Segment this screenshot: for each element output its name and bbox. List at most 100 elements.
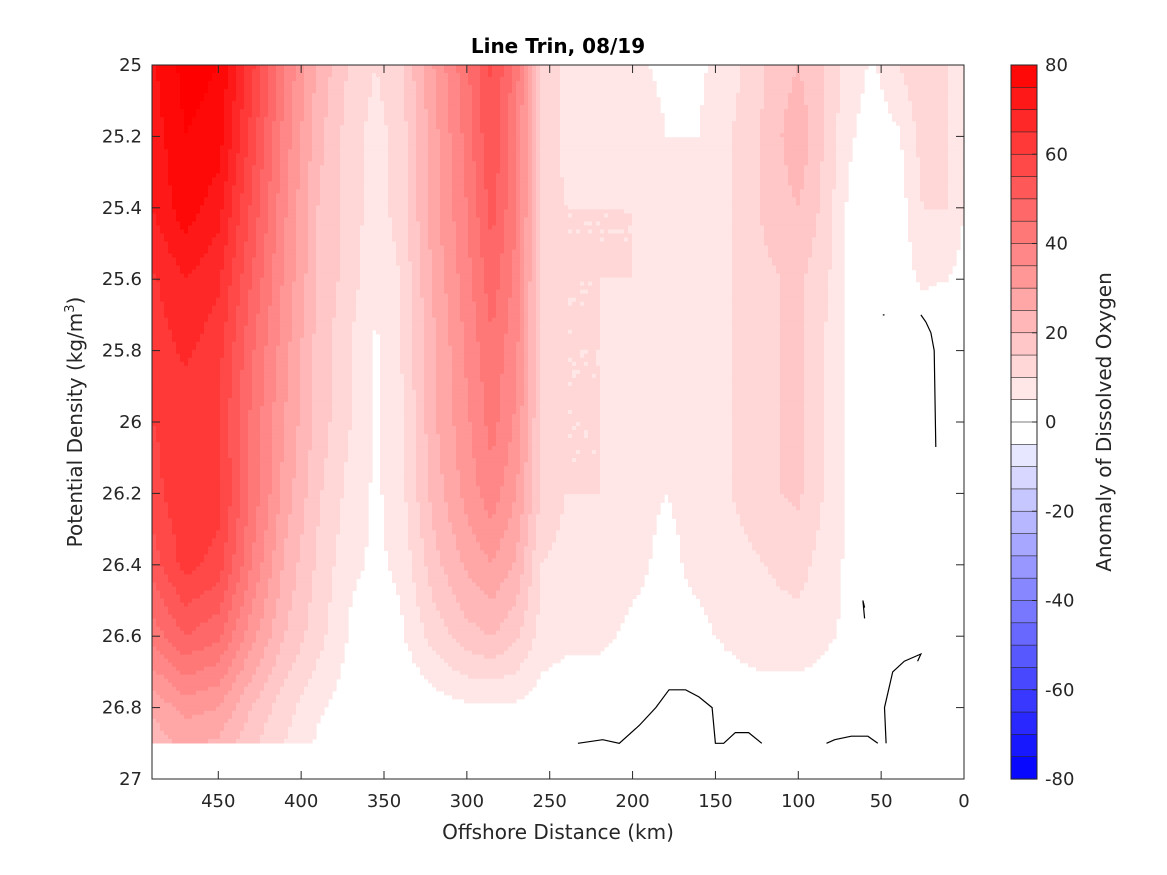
contour-cell xyxy=(860,81,865,86)
contour-cell xyxy=(944,73,949,78)
contour-cell xyxy=(888,73,893,78)
contour-cell xyxy=(284,69,289,74)
contour-cell xyxy=(704,89,709,94)
contour-cell xyxy=(572,85,577,90)
contour-cell xyxy=(516,69,521,74)
contour-cell xyxy=(736,73,741,78)
contour-cell xyxy=(344,77,349,82)
contour-cell xyxy=(428,69,433,74)
contour-cell xyxy=(372,81,377,86)
contour-cell xyxy=(168,65,173,70)
contour-cell xyxy=(620,81,625,86)
contour-cell xyxy=(416,89,421,94)
contour-cell xyxy=(208,65,213,70)
contour-cell xyxy=(740,81,745,86)
contour-cell xyxy=(564,73,569,78)
contour-cell xyxy=(860,73,865,78)
contour-cell xyxy=(836,65,841,70)
contour-cell xyxy=(252,89,257,94)
contour-cell xyxy=(440,65,445,70)
contour-cell xyxy=(428,73,433,78)
contour-cell xyxy=(552,85,557,90)
contour-cell xyxy=(288,65,293,70)
contour-cell xyxy=(464,85,469,90)
contour-cell xyxy=(432,89,437,94)
contour-cell xyxy=(452,77,457,82)
contour-cell xyxy=(352,81,357,86)
contour-cell xyxy=(832,81,837,86)
contour-cell xyxy=(424,73,429,78)
contour-cell xyxy=(876,69,881,74)
contour-cell xyxy=(776,65,781,70)
contour-cell xyxy=(272,89,277,94)
contour-cell xyxy=(332,65,337,70)
contour-cell xyxy=(724,73,729,78)
contour-cell xyxy=(548,65,553,70)
contour-cell xyxy=(188,81,193,86)
contour-cell xyxy=(468,69,473,74)
contour-cell xyxy=(208,73,213,78)
contour-cell xyxy=(736,85,741,90)
contour-cell xyxy=(720,81,725,86)
contour-cell xyxy=(248,73,253,78)
contour-cell xyxy=(520,65,525,70)
contour-cell xyxy=(328,77,333,82)
contour-cell xyxy=(504,65,509,70)
contour-cell xyxy=(360,69,365,74)
contour-cell xyxy=(276,81,281,86)
contour-cell xyxy=(748,65,753,70)
contour-cell xyxy=(524,69,529,74)
contour-cell xyxy=(416,73,421,78)
contour-cell xyxy=(268,89,273,94)
contour-cell xyxy=(200,85,205,90)
contour-cell xyxy=(492,85,497,90)
contour-cell xyxy=(920,73,925,78)
contour-cell xyxy=(816,85,821,90)
contour-cell xyxy=(604,77,609,82)
contour-cell xyxy=(548,69,553,74)
contour-cell xyxy=(412,89,417,94)
contour-cell xyxy=(276,69,281,74)
contour-cell xyxy=(480,81,485,86)
contour-cell xyxy=(780,69,785,74)
contour-cell xyxy=(272,65,277,70)
contour-cell xyxy=(324,81,329,86)
chart-title: Line Trin, 08/19 xyxy=(471,34,645,58)
contour-cell xyxy=(624,65,629,70)
contour-cell xyxy=(836,85,841,90)
contour-cell xyxy=(388,73,393,78)
contour-cell xyxy=(796,77,801,82)
contour-cell xyxy=(564,77,569,82)
contour-cell xyxy=(256,65,261,70)
contour-cell xyxy=(600,77,605,82)
contour-cell xyxy=(508,85,513,90)
contour-cell xyxy=(608,69,613,74)
contour-cell xyxy=(584,69,589,74)
contour-cell xyxy=(332,89,337,94)
contour-cell xyxy=(892,85,897,90)
contour-cell xyxy=(820,65,825,70)
contour-cell xyxy=(884,85,889,90)
contour-cell xyxy=(356,65,361,70)
contour-cell xyxy=(380,73,385,78)
contour-cell xyxy=(744,65,749,70)
contour-cell xyxy=(512,65,517,70)
contour-cell xyxy=(728,73,733,78)
contour-cell xyxy=(340,89,345,94)
contour-cell xyxy=(580,69,585,74)
contour-cell xyxy=(480,89,485,94)
contour-cell xyxy=(472,89,477,94)
contour-cell xyxy=(200,69,205,74)
contour-cell xyxy=(556,89,561,94)
contour-cell xyxy=(636,69,641,74)
contour-cell xyxy=(952,73,957,78)
contour-cell xyxy=(364,65,369,70)
contour-cell xyxy=(420,73,425,78)
contour-cell xyxy=(628,89,633,94)
contour-cell xyxy=(580,89,585,94)
contour-cell xyxy=(576,77,581,82)
contour-cell xyxy=(340,65,345,70)
contour-cell xyxy=(392,85,397,90)
contour-cell xyxy=(368,81,373,86)
contour-cell xyxy=(828,77,833,82)
